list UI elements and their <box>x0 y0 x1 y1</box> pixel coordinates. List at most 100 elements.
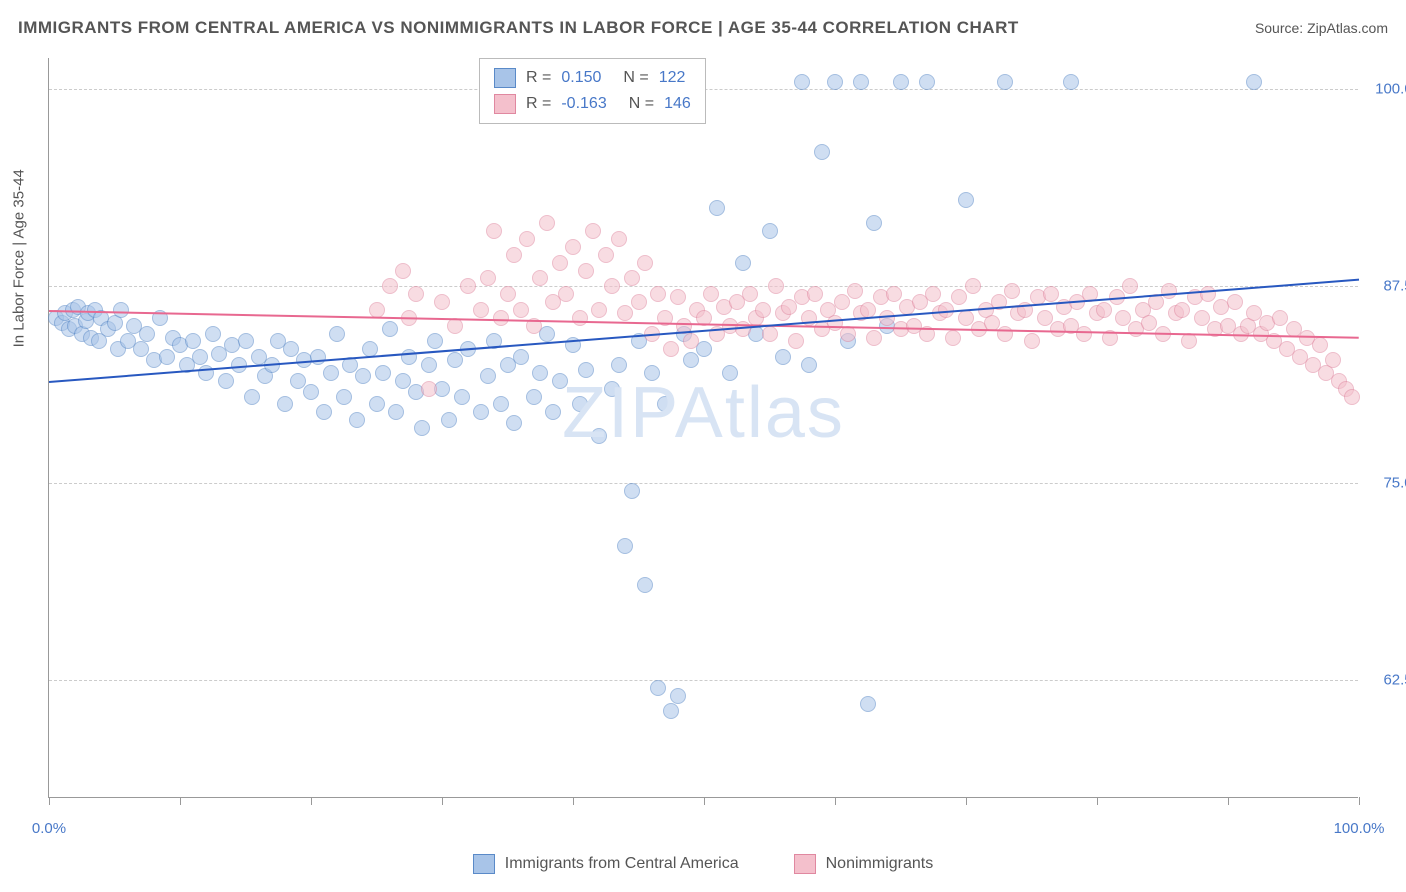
scatter-point-pink <box>762 326 778 342</box>
scatter-point-blue <box>997 74 1013 90</box>
scatter-point-blue <box>473 404 489 420</box>
scatter-point-pink <box>1344 389 1360 405</box>
scatter-point-pink <box>506 247 522 263</box>
scatter-point-pink <box>611 231 627 247</box>
x-tick <box>311 797 312 805</box>
scatter-point-pink <box>552 255 568 271</box>
scatter-point-pink <box>1312 337 1328 353</box>
scatter-point-blue <box>447 352 463 368</box>
x-tick-label-left: 0.0% <box>32 820 66 837</box>
scatter-point-blue <box>644 365 660 381</box>
scatter-point-pink <box>532 270 548 286</box>
scatter-point-blue <box>113 302 129 318</box>
scatter-point-pink <box>1096 302 1112 318</box>
grid-line <box>49 680 1358 681</box>
chart-title: IMMIGRANTS FROM CENTRAL AMERICA VS NONIM… <box>18 18 1019 38</box>
swatch-pink-icon <box>494 94 516 114</box>
x-tick-label-right: 100.0% <box>1334 820 1385 837</box>
scatter-point-blue <box>578 362 594 378</box>
scatter-point-pink <box>637 255 653 271</box>
scatter-point-blue <box>139 326 155 342</box>
grid-line <box>49 483 1358 484</box>
scatter-point-blue <box>493 396 509 412</box>
y-axis-label: In Labor Force | Age 35-44 <box>11 169 28 347</box>
scatter-point-pink <box>598 247 614 263</box>
scatter-point-pink <box>1024 333 1040 349</box>
scatter-point-blue <box>238 333 254 349</box>
scatter-point-blue <box>323 365 339 381</box>
scatter-point-blue <box>617 538 633 554</box>
scatter-point-pink <box>539 215 555 231</box>
scatter-point-pink <box>1122 278 1138 294</box>
scatter-point-pink <box>847 283 863 299</box>
scatter-point-pink <box>886 286 902 302</box>
x-tick <box>442 797 443 805</box>
scatter-point-blue <box>355 368 371 384</box>
x-tick <box>1228 797 1229 805</box>
scatter-point-pink <box>951 289 967 305</box>
scatter-point-blue <box>775 349 791 365</box>
scatter-point-blue <box>650 680 666 696</box>
scatter-point-blue <box>814 144 830 160</box>
scatter-point-pink <box>493 310 509 326</box>
scatter-point-pink <box>1227 294 1243 310</box>
scatter-point-blue <box>762 223 778 239</box>
scatter-point-pink <box>807 286 823 302</box>
scatter-point-pink <box>480 270 496 286</box>
scatter-point-blue <box>310 349 326 365</box>
scatter-point-pink <box>925 286 941 302</box>
scatter-point-pink <box>1161 283 1177 299</box>
scatter-point-blue <box>532 365 548 381</box>
y-tick-label: 62.5% <box>1366 671 1406 688</box>
scatter-point-blue <box>369 396 385 412</box>
n-label-blue: N = <box>623 65 648 91</box>
y-tick-label: 87.5% <box>1366 278 1406 295</box>
scatter-point-blue <box>801 357 817 373</box>
scatter-point-pink <box>1200 286 1216 302</box>
scatter-point-pink <box>742 286 758 302</box>
scatter-point-pink <box>486 223 502 239</box>
swatch-blue-icon <box>473 854 495 874</box>
scatter-point-pink <box>369 302 385 318</box>
x-tick <box>1359 797 1360 805</box>
scatter-point-blue <box>185 333 201 349</box>
scatter-point-pink <box>1043 286 1059 302</box>
r-value-pink: -0.163 <box>561 91 606 117</box>
scatter-point-blue <box>277 396 293 412</box>
scatter-point-pink <box>617 305 633 321</box>
swatch-blue-icon <box>494 68 516 88</box>
scatter-point-blue <box>794 74 810 90</box>
scatter-point-blue <box>303 384 319 400</box>
scatter-point-pink <box>1004 283 1020 299</box>
scatter-point-blue <box>572 396 588 412</box>
scatter-point-blue <box>735 255 751 271</box>
scatter-point-blue <box>205 326 221 342</box>
scatter-point-blue <box>159 349 175 365</box>
legend-label-pink: Nonimmigrants <box>826 855 934 873</box>
scatter-point-pink <box>768 278 784 294</box>
scatter-point-blue <box>526 389 542 405</box>
scatter-point-blue <box>1063 74 1079 90</box>
n-value-pink: 146 <box>664 91 691 117</box>
scatter-point-blue <box>414 420 430 436</box>
scatter-point-pink <box>395 263 411 279</box>
scatter-point-blue <box>637 577 653 593</box>
scatter-point-pink <box>558 286 574 302</box>
scatter-point-blue <box>441 412 457 428</box>
scatter-point-pink <box>1181 333 1197 349</box>
y-tick-label: 100.0% <box>1366 81 1406 98</box>
scatter-point-pink <box>604 278 620 294</box>
scatter-point-blue <box>388 404 404 420</box>
scatter-point-blue <box>349 412 365 428</box>
scatter-point-blue <box>218 373 234 389</box>
scatter-point-pink <box>683 333 699 349</box>
scatter-point-pink <box>1174 302 1190 318</box>
x-tick <box>1097 797 1098 805</box>
scatter-point-blue <box>853 74 869 90</box>
scatter-point-pink <box>519 231 535 247</box>
scatter-point-blue <box>421 357 437 373</box>
scatter-point-blue <box>722 365 738 381</box>
scatter-point-blue <box>244 389 260 405</box>
scatter-point-blue <box>192 349 208 365</box>
scatter-point-blue <box>860 696 876 712</box>
